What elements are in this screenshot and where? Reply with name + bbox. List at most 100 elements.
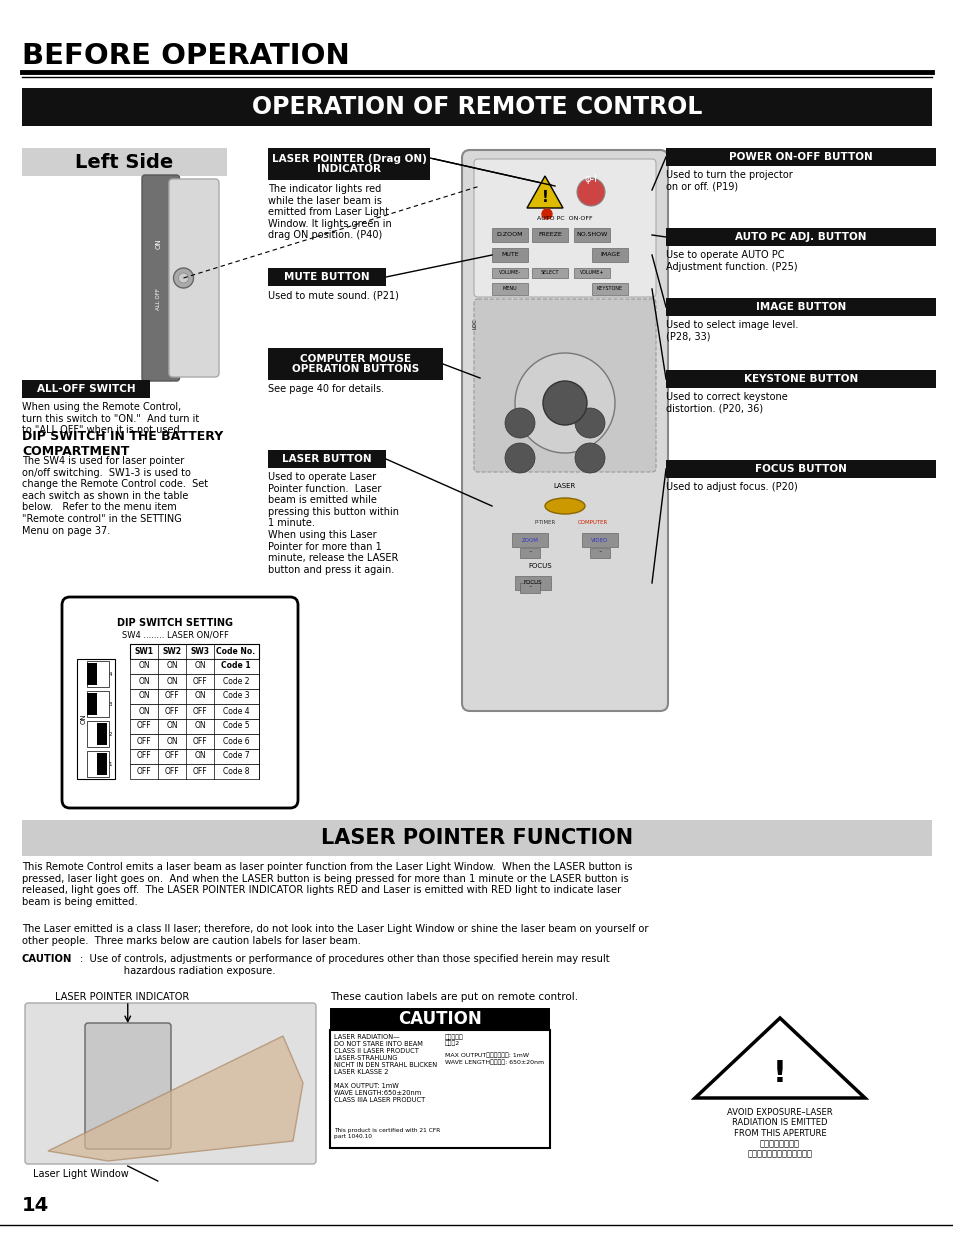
Text: Code 6: Code 6 (222, 736, 249, 746)
Text: Code 1: Code 1 (221, 662, 251, 671)
Bar (22, 820, 931, 856)
Text: Used to turn the projector
on or off. (P19): Used to turn the projector on or off. (P… (665, 170, 792, 191)
Text: CAUTION: CAUTION (22, 953, 72, 965)
Circle shape (575, 408, 604, 438)
Bar (665, 370, 935, 388)
Text: ALL-OFF SWITCH: ALL-OFF SWITCH (36, 384, 135, 394)
Text: OFF: OFF (193, 767, 207, 776)
Text: LASER: LASER (554, 483, 576, 489)
Text: Code 2: Code 2 (222, 677, 249, 685)
Circle shape (515, 353, 615, 453)
Text: ON: ON (166, 736, 177, 746)
Text: The indicator lights red
while the laser beam is
emitted from Laser Light
Window: The indicator lights red while the laser… (268, 184, 392, 241)
Text: OFF: OFF (136, 721, 152, 730)
Text: FOCUS BUTTON: FOCUS BUTTON (754, 464, 846, 474)
Text: This Remote Control emits a laser beam as laser pointer function from the Laser : This Remote Control emits a laser beam a… (22, 862, 632, 906)
Text: MENU: MENU (502, 287, 517, 291)
Text: 14: 14 (22, 1195, 50, 1215)
Text: COMPUTER: COMPUTER (578, 520, 607, 525)
Text: Code 8: Code 8 (222, 767, 249, 776)
Bar (492, 228, 527, 242)
Text: VIDEO: VIDEO (591, 537, 608, 542)
Polygon shape (695, 1018, 864, 1098)
Text: Use to operate AUTO PC
Adjustment function. (P25): Use to operate AUTO PC Adjustment functi… (665, 249, 797, 272)
Bar (581, 534, 618, 547)
Text: SW1: SW1 (134, 646, 153, 656)
Bar (665, 459, 935, 478)
Text: MUTE: MUTE (500, 252, 518, 258)
Text: SW4 ........ LASER ON/OFF: SW4 ........ LASER ON/OFF (121, 630, 228, 638)
Bar (532, 228, 567, 242)
Text: DIP SWITCH IN THE BATTERY
COMPARTMENT: DIP SWITCH IN THE BATTERY COMPARTMENT (22, 430, 223, 458)
Bar (665, 228, 935, 246)
Text: AUTO PC  ON·OFF: AUTO PC ON·OFF (537, 216, 592, 221)
Text: AVOID EXPOSURE–LASER
RADIATION IS EMITTED
FROM THIS APERTURE
レーザー光の照口
ビームをのぞき込まな: AVOID EXPOSURE–LASER RADIATION IS EMITTE… (726, 1108, 832, 1158)
Bar (592, 283, 627, 295)
Text: FREEZE: FREEZE (537, 232, 561, 237)
Bar (268, 268, 386, 287)
Bar (512, 534, 547, 547)
Circle shape (504, 408, 535, 438)
Bar (130, 674, 258, 689)
Bar (492, 283, 527, 295)
Bar (492, 268, 527, 278)
Text: Used to correct keystone
distortion. (P20, 36): Used to correct keystone distortion. (P2… (665, 391, 787, 414)
Text: ON: ON (194, 721, 206, 730)
FancyBboxPatch shape (461, 149, 667, 711)
Text: ^: ^ (598, 551, 601, 555)
FancyBboxPatch shape (85, 1023, 171, 1149)
Text: :  Use of controls, adjustments or performance of procedures other than those sp: : Use of controls, adjustments or perfor… (80, 953, 609, 976)
Text: SW2: SW2 (162, 646, 181, 656)
Text: Laser Light Window: Laser Light Window (33, 1170, 129, 1179)
Text: Code 5: Code 5 (222, 721, 249, 730)
Text: P-TIMER: P-TIMER (534, 520, 555, 525)
Bar (97, 753, 107, 776)
Text: OFF: OFF (136, 752, 152, 761)
FancyBboxPatch shape (169, 179, 219, 377)
Circle shape (178, 273, 189, 283)
Bar (665, 298, 935, 316)
Text: ^: ^ (528, 551, 531, 555)
Text: This product is certified with 21 CFR
part 1040.10: This product is certified with 21 CFR pa… (334, 1128, 439, 1139)
Bar (515, 576, 551, 590)
Bar (330, 1030, 550, 1149)
Circle shape (575, 443, 604, 473)
Bar (519, 583, 539, 593)
Text: ON: ON (194, 662, 206, 671)
Text: POWER ON-OFF BUTTON: POWER ON-OFF BUTTON (728, 152, 872, 162)
Bar (22, 148, 227, 177)
Text: ALL OFF: ALL OFF (156, 288, 161, 310)
FancyBboxPatch shape (142, 175, 179, 382)
Bar (330, 1008, 550, 1030)
Text: These caution labels are put on remote control.: These caution labels are put on remote c… (330, 992, 578, 1002)
Bar (130, 764, 258, 779)
Text: The SW4 is used for laser pointer
on/off switching.  SW1-3 is used to
change the: The SW4 is used for laser pointer on/off… (22, 456, 208, 536)
Text: CAUTION: CAUTION (397, 1010, 481, 1028)
Bar (22, 88, 931, 126)
Text: IMAGE BUTTON: IMAGE BUTTON (755, 303, 845, 312)
Bar (665, 148, 935, 165)
Bar (22, 380, 150, 398)
Text: ON: ON (138, 706, 150, 715)
Text: 2: 2 (108, 731, 112, 736)
Text: LASER POINTER (Drag ON): LASER POINTER (Drag ON) (272, 153, 426, 164)
Text: Used to select image level.
(P28, 33): Used to select image level. (P28, 33) (665, 320, 798, 342)
Text: Used to operate Laser
Pointer function.  Laser
beam is emitted while
pressing th: Used to operate Laser Pointer function. … (268, 472, 398, 574)
Text: IMAGE: IMAGE (599, 252, 619, 258)
Text: The Laser emitted is a class II laser; therefore, do not look into the Laser Lig: The Laser emitted is a class II laser; t… (22, 924, 648, 946)
Text: ON: ON (166, 677, 177, 685)
Bar (532, 268, 567, 278)
Text: ZOOM: ZOOM (521, 537, 537, 542)
Bar (130, 704, 258, 719)
Polygon shape (48, 1036, 303, 1161)
Text: Used to mute sound. (P21): Used to mute sound. (P21) (268, 290, 398, 300)
Text: ON: ON (166, 721, 177, 730)
Text: OFF: OFF (136, 736, 152, 746)
Text: FOCUS: FOCUS (523, 580, 541, 585)
Text: OFF: OFF (165, 692, 179, 700)
Text: DIP SWITCH SETTING: DIP SWITCH SETTING (117, 618, 233, 629)
Text: OFF: OFF (165, 752, 179, 761)
Text: OFF: OFF (136, 767, 152, 776)
Bar (130, 748, 258, 764)
Text: OFF: OFF (165, 767, 179, 776)
